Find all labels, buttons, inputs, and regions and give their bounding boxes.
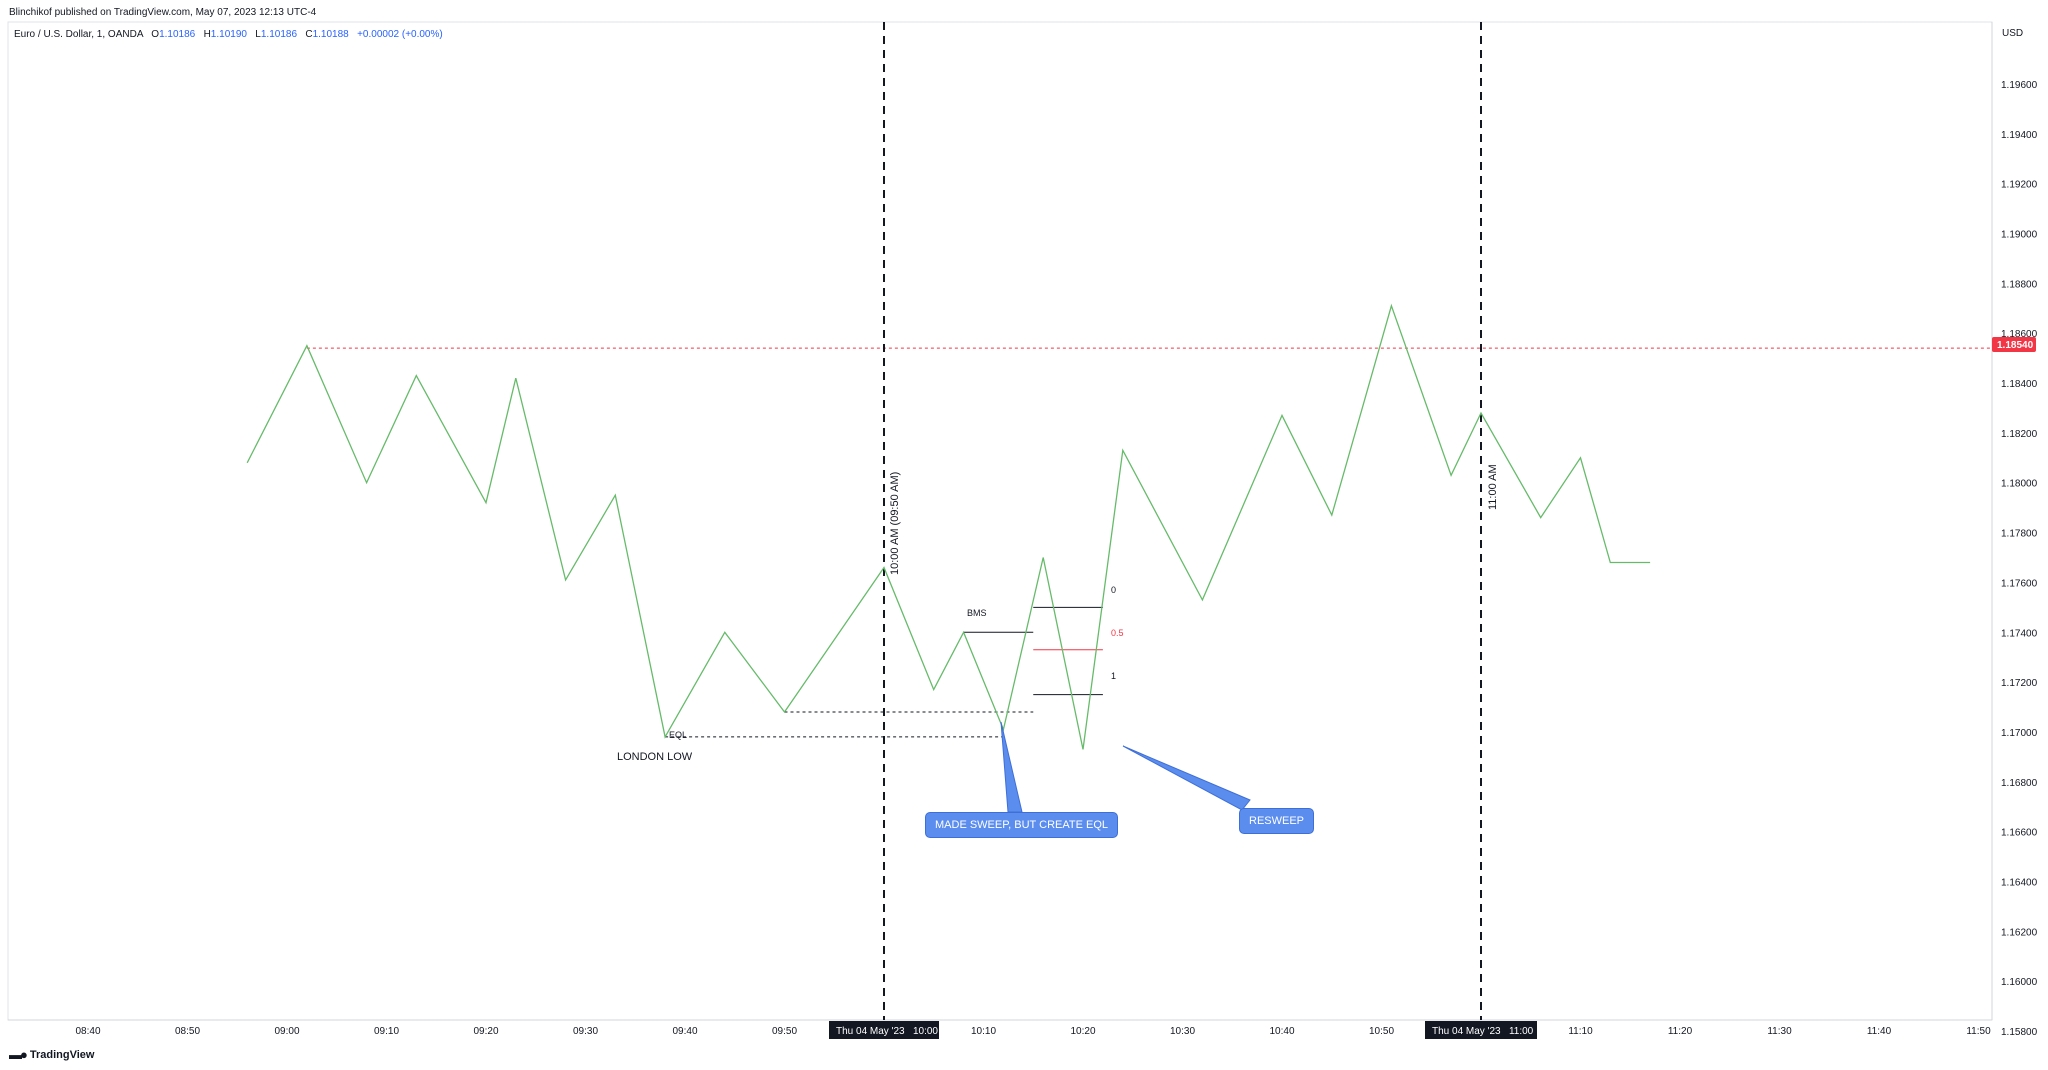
callout-resweep[interactable]: RESWEEP — [1239, 808, 1315, 834]
current-price-label: 1.18540 — [1997, 340, 2034, 351]
y-tick-label: 1.19000 — [2001, 230, 2038, 241]
x-tick-label: 08:50 — [175, 1026, 200, 1037]
close-value: 1.10188 — [312, 29, 349, 40]
y-tick-label: 1.17800 — [2001, 529, 2038, 540]
x-tick-label: 09:20 — [473, 1026, 498, 1037]
y-tick-label: 1.19400 — [2001, 130, 2038, 141]
tradingview-brand: TradingView — [29, 1048, 95, 1061]
price-series-line — [246, 303, 1651, 750]
y-tick-label: 1.16800 — [2001, 778, 2038, 789]
tradingview-logo-icon: ▬● — [9, 1047, 28, 1062]
series-layer — [246, 303, 1651, 750]
callout-1-pointer — [1000, 721, 1023, 813]
x-tick-label: 10:40 — [1269, 1026, 1294, 1037]
callout-sweep-eql[interactable]: MADE SWEEP, BUT CREATE EQL — [925, 812, 1118, 838]
open-value: 1.10186 — [159, 29, 196, 40]
change-value: +0.00002 (+0.00%) — [357, 29, 443, 40]
x-tick-label: 11:40 — [1867, 1026, 1892, 1037]
time-highlight-1 — [829, 1021, 939, 1039]
x-tick-label: 11:30 — [1767, 1026, 1792, 1037]
axis-layer: 1.19600 1.19400 1.19200 1.19000 1.18800 1.186… — [75, 80, 2037, 1038]
time-highlight-2-label: Thu 04 May '23 11:00 — [1432, 1026, 1534, 1037]
published-info: Blinchikof published on TradingView.com,… — [9, 7, 317, 18]
y-tick-label: 1.15800 — [2001, 1027, 2038, 1038]
close-label: C — [305, 29, 313, 40]
x-tick-label: 10:50 — [1369, 1026, 1394, 1037]
x-tick-label: 10:30 — [1170, 1026, 1195, 1037]
x-tick-label: 10:20 — [1070, 1026, 1095, 1037]
y-tick-label: 1.16600 — [2001, 828, 2038, 839]
y-tick-label: 1.18800 — [2001, 279, 2038, 290]
y-tick-label: 1.17600 — [2001, 578, 2038, 589]
vline-2-label: 11:00 AM — [1487, 464, 1499, 510]
y-tick-label: 1.18400 — [2001, 379, 2038, 390]
y-tick-label: 1.17200 — [2001, 678, 2038, 689]
y-tick-label: 1.19600 — [2001, 80, 2038, 91]
x-tick-label: 09:50 — [772, 1026, 797, 1037]
fib-0-label: 0 — [1111, 585, 1116, 595]
x-tick-label: 09:00 — [274, 1026, 299, 1037]
vline-1-label: 10:00 AM (09:50 AM) — [889, 472, 901, 575]
y-tick-label: 1.18000 — [2001, 479, 2038, 490]
x-tick-label: 09:10 — [374, 1026, 399, 1037]
bms-label: BMS — [967, 608, 987, 618]
x-tick-label: 08:40 — [75, 1026, 100, 1037]
x-tick-label: 09:40 — [672, 1026, 697, 1037]
y-tick-label: 1.16200 — [2001, 927, 2038, 938]
x-tick-label: 11:10 — [1568, 1026, 1593, 1037]
eql-label: EQL — [669, 730, 687, 740]
fib-1-label: 1 — [1111, 671, 1116, 681]
y-tick-label: 1.19200 — [2001, 180, 2038, 191]
symbol-legend[interactable]: Euro / U.S. Dollar, 1, OANDA O1.10186 H1… — [14, 29, 443, 40]
y-tick-label: 1.16000 — [2001, 977, 2038, 988]
time-highlight-2 — [1425, 1021, 1537, 1039]
y-tick-label: 1.17400 — [2001, 628, 2038, 639]
open-label: O — [151, 29, 160, 40]
current-price-badge — [1992, 337, 2036, 352]
symbol-text: Euro / U.S. Dollar, 1, OANDA — [14, 29, 143, 40]
levels-layer — [306, 347, 1992, 738]
tradingview-logo[interactable]: ▬● TradingView — [9, 1047, 94, 1062]
currency-label: USD — [2002, 28, 2023, 39]
x-tick-label: 09:30 — [573, 1026, 598, 1037]
y-tick-label: 1.16400 — [2001, 877, 2038, 888]
y-tick-label: 1.18600 — [2001, 329, 2038, 340]
time-highlight-1-label: Thu 04 May '23 10:00 — [836, 1026, 938, 1037]
y-tick-label: 1.17000 — [2001, 728, 2038, 739]
fib-05-label: 0.5 — [1111, 628, 1124, 638]
x-tick-label: 11:20 — [1668, 1026, 1693, 1037]
vertical-lines-layer — [883, 22, 1482, 1020]
low-value: 1.10186 — [260, 29, 298, 40]
y-tick-label: 1.18200 — [2001, 429, 2038, 440]
high-value: 1.10190 — [210, 29, 247, 40]
callout-2-pointer — [1122, 745, 1251, 811]
x-tick-label: 10:10 — [971, 1026, 996, 1037]
chart-frame — [7, 21, 1993, 1021]
x-tick-label: 11:50 — [1966, 1026, 1991, 1037]
low-label: L — [255, 29, 261, 40]
high-label: H — [203, 29, 211, 40]
london-low-label: LONDON LOW — [617, 751, 693, 763]
